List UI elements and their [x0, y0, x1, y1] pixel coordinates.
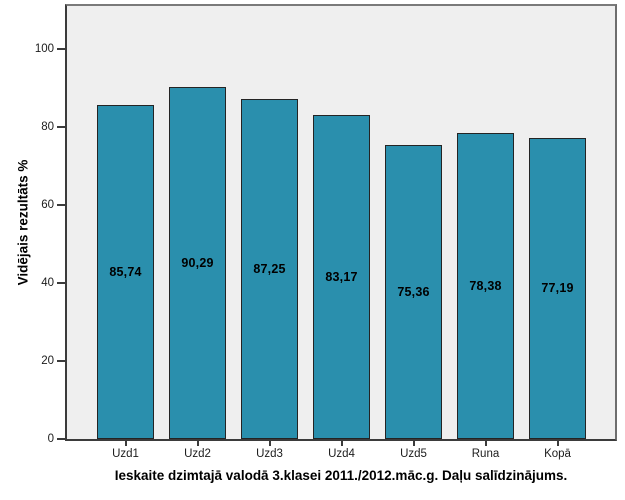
- x-axis-tick: [412, 441, 415, 446]
- x-axis-tick: [196, 441, 199, 446]
- bar-value-label: 90,29: [181, 255, 214, 270]
- y-tick-label: 40: [41, 276, 54, 289]
- bar: 87,25: [241, 98, 298, 439]
- y-axis-tick: [57, 203, 65, 206]
- bar: 90,29: [169, 86, 226, 439]
- bar: 78,38: [457, 133, 514, 439]
- x-category-label: Uzd1: [112, 448, 139, 460]
- y-axis-tick: [57, 359, 65, 362]
- x-category-label: Uzd2: [184, 448, 211, 460]
- y-axis-tick: [57, 47, 65, 50]
- bar-value-label: 77,19: [541, 281, 574, 296]
- y-axis-tick: [57, 281, 65, 284]
- y-tick-label: 100: [34, 42, 54, 55]
- bar: 83,17: [313, 114, 370, 439]
- bar: 77,19: [529, 137, 586, 439]
- x-axis-tick: [268, 441, 271, 446]
- x-category-label: Uzd4: [328, 448, 355, 460]
- y-axis-tick: [57, 125, 65, 128]
- y-axis-title: Vidējais rezultāts %: [15, 159, 31, 286]
- y-tick-label: 80: [41, 120, 54, 133]
- x-axis-tick: [124, 441, 127, 446]
- x-category-label: Kopā: [544, 448, 571, 460]
- chart-title: Ieskaite dzimtajā valodā 3.klasei 2011./…: [114, 468, 568, 483]
- bar-value-label: 75,36: [397, 285, 430, 299]
- y-tick-label: 20: [41, 354, 54, 367]
- x-category-label: Uzd3: [256, 448, 283, 460]
- bar-value-label: 83,17: [325, 269, 358, 284]
- x-axis-tick: [556, 441, 559, 446]
- y-tick-label: 0: [47, 433, 54, 445]
- bar-value-label: 87,25: [253, 261, 286, 276]
- x-axis-tick: [484, 441, 487, 446]
- bar-value-label: 85,74: [109, 264, 142, 279]
- bar-value-label: 78,38: [469, 279, 502, 294]
- bar: 85,74: [97, 104, 154, 439]
- x-category-label: Runa: [471, 448, 500, 460]
- x-category-label: Uzd5: [400, 448, 427, 460]
- y-axis-tick: [57, 438, 65, 440]
- bar: 75,36: [385, 145, 442, 439]
- plot-area: 85,74 90,29 87,25 83,17 75,36 78,38 77,19: [65, 4, 617, 441]
- y-tick-label: 60: [41, 198, 54, 211]
- x-axis-tick: [340, 441, 343, 446]
